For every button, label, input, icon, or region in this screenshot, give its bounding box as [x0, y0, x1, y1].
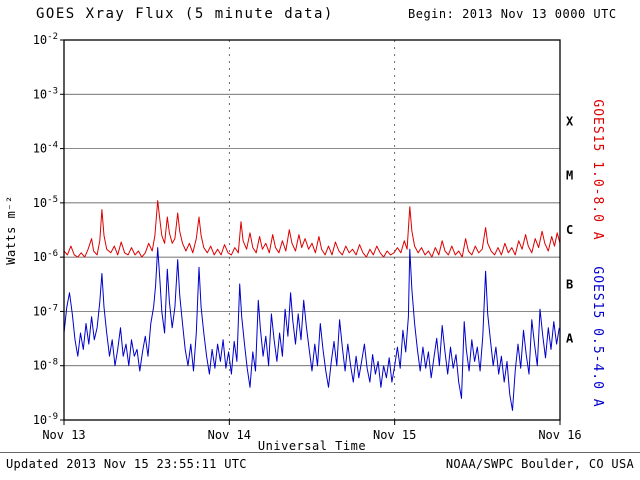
plot-border — [63, 39, 561, 421]
flare-class-label: C — [566, 223, 573, 237]
flare-class-label: A — [566, 332, 574, 346]
x-axis-title: Universal Time — [258, 439, 366, 453]
flare-class-label: B — [566, 277, 573, 291]
x-tick-label: Nov 16 — [538, 428, 581, 442]
flare-class-label: X — [566, 114, 574, 128]
series-label-short-channel: GOES15 0.5-4.0 A — [590, 266, 605, 407]
y-tick-label: 10-6 — [33, 249, 58, 264]
credit-text: NOAA/SWPC Boulder, CO USA — [446, 457, 635, 471]
y-tick-label: 10-8 — [33, 358, 58, 373]
x-tick-label: Nov 14 — [208, 428, 251, 442]
chart-title: GOES Xray Flux (5 minute data) — [36, 6, 334, 22]
y-tick-label: 10-5 — [33, 195, 58, 210]
x-tick-label: Nov 15 — [373, 428, 416, 442]
begin-timestamp: Begin: 2013 Nov 13 0000 UTC — [408, 7, 617, 21]
series-line-short-channel — [64, 247, 560, 411]
series-label-long-channel: GOES15 1.0-8.0 A — [590, 99, 605, 240]
y-tick-label: 10-3 — [33, 86, 58, 101]
x-tick-label: Nov 13 — [42, 428, 85, 442]
y-axis-title: Watts m⁻² — [4, 195, 18, 265]
y-tick-label: 10-9 — [33, 412, 58, 427]
y-tick-label: 10-2 — [33, 32, 58, 47]
series-line-long-channel — [64, 200, 560, 258]
y-tick-label: 10-7 — [33, 303, 58, 318]
updated-timestamp: Updated 2013 Nov 15 23:55:11 UTC — [6, 457, 247, 471]
y-tick-label: 10-4 — [33, 141, 58, 156]
flare-class-label: M — [566, 169, 573, 183]
